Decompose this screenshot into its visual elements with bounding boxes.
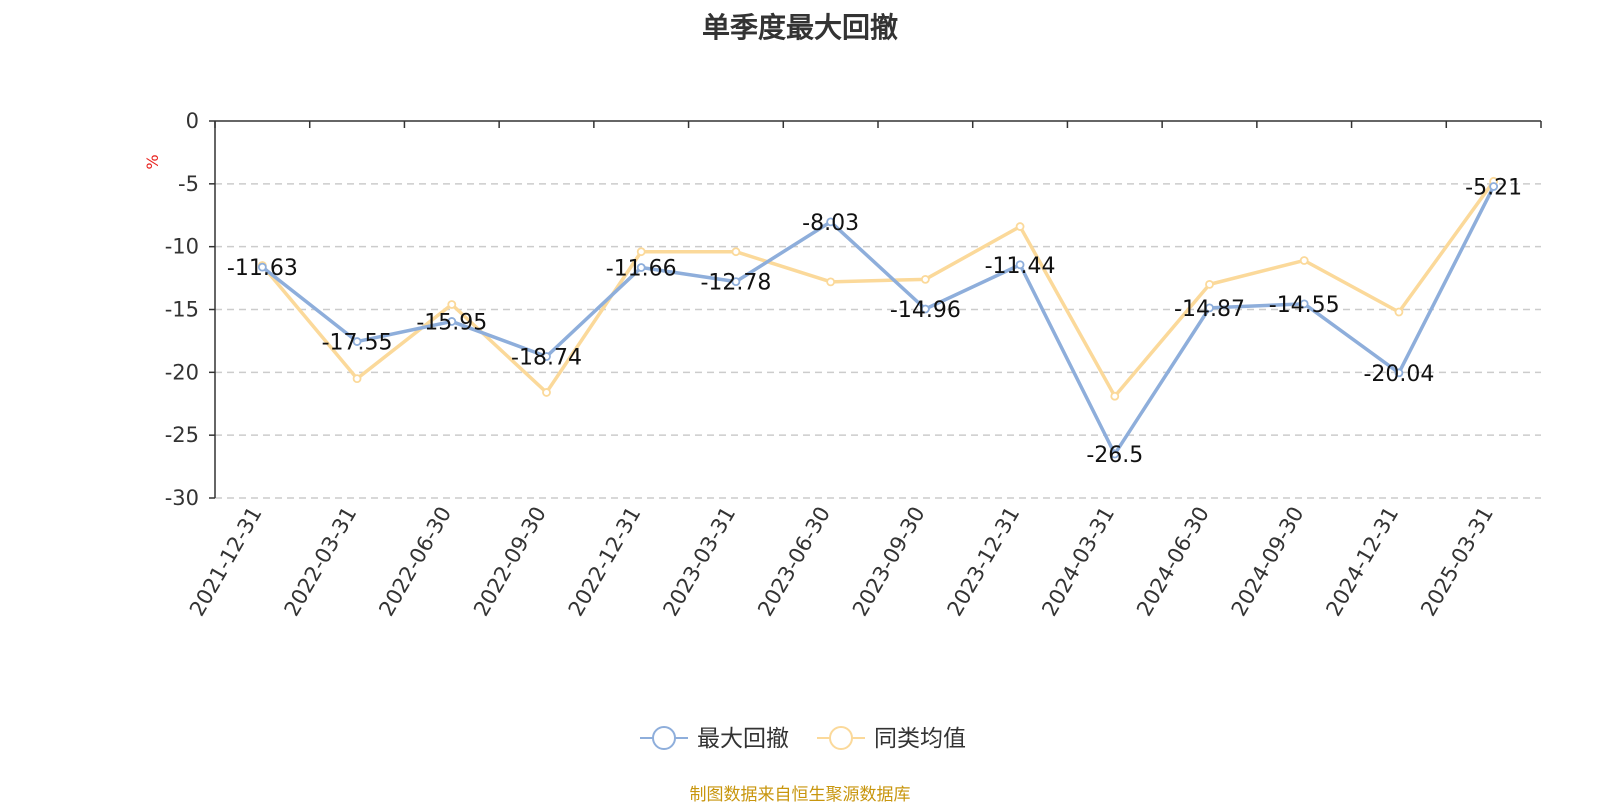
data-point (542, 352, 551, 361)
data-point (1299, 256, 1309, 265)
data-point (1205, 279, 1214, 289)
y-tick-label: -15 (165, 298, 199, 322)
y-tick-label: -5 (178, 172, 199, 196)
data-point (447, 300, 457, 309)
data-point (1205, 303, 1214, 313)
data-label: -14.55 (1269, 293, 1340, 318)
data-point (826, 217, 836, 227)
y-axis-unit-label: % (143, 154, 162, 169)
data-point (542, 388, 551, 397)
data-label: -26.5 (1086, 443, 1143, 468)
data-point (1015, 260, 1025, 270)
x-tick-label: 2023-09-30 (848, 503, 930, 621)
legend-label: 最大回撤 (697, 726, 789, 752)
data-point (636, 263, 646, 272)
data-point (636, 247, 646, 257)
y-tick-label: -25 (165, 423, 199, 447)
chart-title: 单季度最大回撤 (701, 11, 898, 44)
x-tick-label: 2023-06-30 (753, 503, 835, 621)
data-point (1394, 368, 1404, 378)
data-point (1015, 222, 1025, 231)
data-label: -8.03 (802, 211, 859, 236)
x-tick-label: 2022-03-31 (280, 503, 362, 621)
y-tick-label: 0 (186, 109, 199, 133)
x-tick-label: 2021-12-31 (185, 503, 267, 621)
data-point (1394, 307, 1404, 317)
data-label: -11.63 (227, 256, 298, 281)
data-point (447, 317, 457, 326)
data-label: -17.55 (322, 331, 393, 356)
data-label: -14.96 (890, 298, 961, 323)
x-tick-label: 2024-09-30 (1227, 503, 1309, 621)
x-tick-label: 2023-12-31 (943, 503, 1025, 621)
x-tick-label: 2024-03-31 (1037, 503, 1119, 621)
data-label: -11.66 (606, 257, 677, 282)
data-point (1110, 449, 1120, 459)
y-tick-label: -30 (165, 486, 199, 510)
data-point (257, 262, 267, 272)
data-source-note: 制图数据来自恒生聚源数据库 (689, 785, 911, 805)
series-line (261, 185, 1496, 456)
data-label: -12.78 (700, 271, 771, 296)
data-point (1299, 299, 1309, 309)
series-line (261, 180, 1496, 398)
data-point (731, 247, 741, 257)
data-point (352, 337, 362, 346)
x-tick-label: 2024-12-31 (1321, 503, 1403, 621)
data-point (352, 374, 362, 384)
legend-marker (652, 726, 676, 750)
x-tick-label: 2025-03-31 (1416, 503, 1498, 621)
x-tick-label: 2022-06-30 (374, 503, 456, 621)
data-label: -5.21 (1465, 175, 1522, 200)
data-point (1110, 391, 1120, 401)
x-tick-label: 2022-12-31 (564, 503, 646, 621)
data-point (920, 304, 930, 314)
data-label: -18.74 (511, 345, 582, 370)
data-label: -11.44 (985, 254, 1056, 279)
data-point (731, 277, 741, 287)
y-tick-label: -20 (165, 360, 199, 384)
x-tick-label: 2022-09-30 (469, 503, 551, 621)
y-tick-label: -10 (165, 235, 199, 259)
legend-marker (829, 726, 853, 750)
x-tick-label: 2023-03-31 (658, 503, 740, 621)
x-tick-label: 2024-06-30 (1132, 503, 1214, 621)
data-point (920, 274, 930, 284)
legend-label: 同类均值 (874, 726, 966, 752)
data-label: -14.87 (1174, 297, 1245, 322)
data-label: -20.04 (1363, 362, 1434, 387)
data-label: -15.95 (416, 310, 487, 335)
data-point (1489, 182, 1499, 191)
data-point (826, 277, 836, 287)
